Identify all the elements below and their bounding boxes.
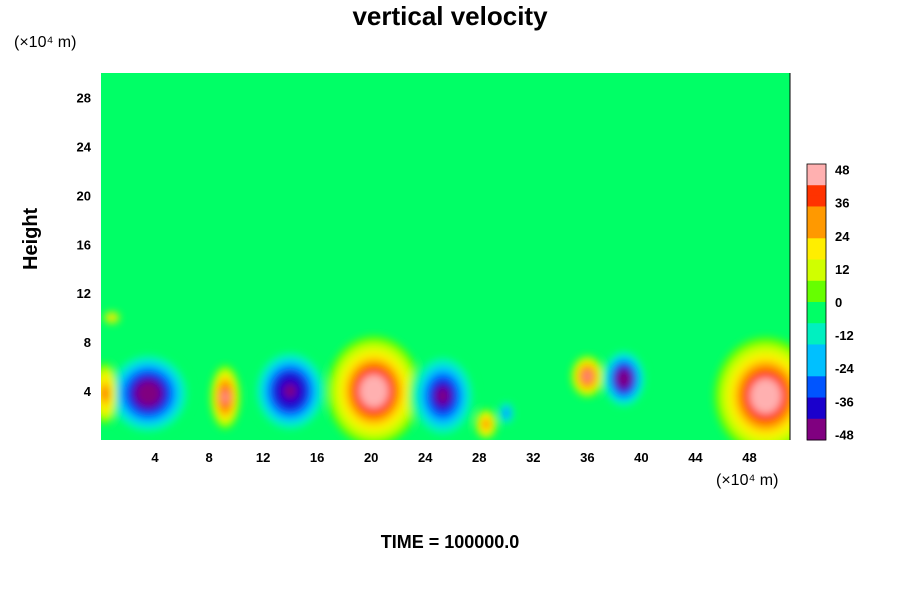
colorbar-swatch-25 <box>807 429 826 441</box>
velocity-cell-6 <box>475 409 497 439</box>
colorbar-tick-6: -24 <box>835 361 855 376</box>
colorbar-swatch-14 <box>807 312 826 324</box>
colorbar-swatch-6 <box>807 227 826 239</box>
colorbar-swatch-13 <box>807 302 826 314</box>
colorbar-tick-8: -48 <box>835 427 854 442</box>
velocity-cell-1 <box>101 362 118 425</box>
colorbar-tick-0: 48 <box>835 163 849 178</box>
colorbar-swatch-17 <box>807 344 826 356</box>
colorbar-tick-7: -36 <box>835 394 854 409</box>
colorbar-swatch-3 <box>807 195 826 207</box>
colorbar-swatch-11 <box>807 280 826 292</box>
x-tick-11: 48 <box>742 450 756 465</box>
velocity-cell-11 <box>498 400 515 426</box>
colorbar-swatch-21 <box>807 386 826 399</box>
y-tick-1: 8 <box>84 335 91 350</box>
time-label: TIME = 100000.0 <box>380 532 520 552</box>
colorbar-swatch-1 <box>807 174 826 186</box>
colorbar-swatch-22 <box>807 397 826 409</box>
colorbar-swatch-8 <box>807 248 826 261</box>
velocity-cell-3 <box>252 348 328 434</box>
colorbar-swatch-24 <box>807 418 826 430</box>
x-tick-8: 36 <box>580 450 594 465</box>
colorbar-swatch-23 <box>807 408 826 420</box>
x-tick-3: 16 <box>310 450 324 465</box>
y-tick-4: 20 <box>77 188 91 203</box>
velocity-cell-8 <box>600 348 647 410</box>
y-tick-6: 28 <box>77 90 91 105</box>
chart-title: vertical velocity <box>352 1 548 31</box>
velocity-cell-2 <box>210 365 241 429</box>
velocity-cell-4 <box>326 336 422 440</box>
colorbar-tick-1: 36 <box>835 196 849 211</box>
colorbar-tick-2: 24 <box>835 229 850 244</box>
x-tick-2: 12 <box>256 450 270 465</box>
y-tick-5: 24 <box>77 139 92 154</box>
x-tick-9: 40 <box>634 450 648 465</box>
velocity-cell-5 <box>409 351 477 440</box>
colorbar-swatch-12 <box>807 291 826 303</box>
x-tick-0: 4 <box>151 450 159 465</box>
x-tick-1: 8 <box>205 450 212 465</box>
colorbar-swatch-2 <box>807 185 826 197</box>
y-tick-3: 16 <box>77 237 91 252</box>
x-axis-unit: (×10⁴ m) <box>716 472 779 489</box>
colorbar-swatch-19 <box>807 365 826 377</box>
velocity-cell-9 <box>714 337 790 440</box>
y-tick-0: 4 <box>84 384 92 399</box>
colorbar-swatch-16 <box>807 333 826 345</box>
colorbar-swatch-7 <box>807 238 826 250</box>
colorbar-swatch-4 <box>807 206 826 218</box>
colorbar-swatch-15 <box>807 323 826 335</box>
colorbar-tick-5: -12 <box>835 328 854 343</box>
colorbar-swatch-18 <box>807 355 826 367</box>
velocity-cell-0 <box>105 350 192 437</box>
colorbar-swatch-0 <box>807 164 826 176</box>
y-tick-2: 12 <box>77 286 91 301</box>
colorbar-tick-3: 12 <box>835 262 849 277</box>
velocity-cell-10 <box>103 311 120 324</box>
colorbar-swatch-10 <box>807 270 826 282</box>
velocity-cell-7 <box>571 355 604 398</box>
x-tick-4: 20 <box>364 450 378 465</box>
colorbar-frame <box>806 163 827 441</box>
x-tick-10: 44 <box>688 450 703 465</box>
y-axis-unit: (×10⁴ m) <box>14 34 77 51</box>
x-tick-6: 28 <box>472 450 486 465</box>
colorbar-swatch-20 <box>807 376 826 388</box>
x-tick-7: 32 <box>526 450 540 465</box>
colorbar-tick-4: 0 <box>835 295 842 310</box>
colorbar-swatch-5 <box>807 217 826 229</box>
x-tick-5: 24 <box>418 450 433 465</box>
colorbar-swatch-9 <box>807 259 826 271</box>
